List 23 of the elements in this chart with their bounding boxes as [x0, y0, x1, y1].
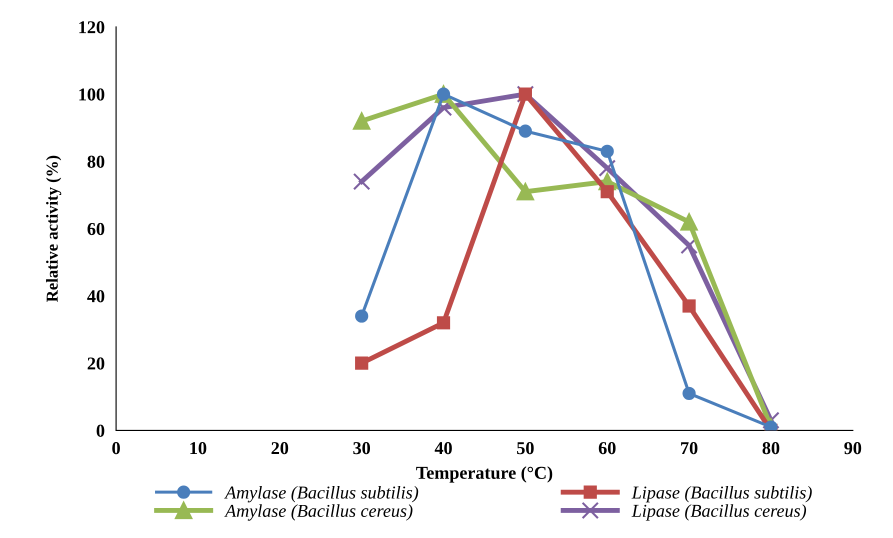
legend-label: Amylase (Bacillus subtilis) — [224, 486, 418, 502]
y-tick-label: 80 — [88, 156, 104, 168]
y-tick-label: 40 — [87, 290, 104, 302]
y-tick-label: 60 — [88, 222, 104, 236]
x-tick-label: 90 — [844, 442, 862, 454]
x-tick-label: 20 — [272, 442, 288, 454]
x-tick-label: 70 — [681, 442, 698, 454]
x-tick-label: 40 — [434, 442, 452, 454]
x-tick-label: 50 — [517, 442, 534, 454]
y-tick-label: 100 — [79, 88, 104, 101]
y-tick-label: 120 — [79, 21, 104, 34]
y-tick-label: 20 — [88, 357, 104, 370]
y-tick-label: 0 — [96, 424, 104, 437]
x-tick-label: 0 — [112, 442, 120, 454]
x-axis-title: Temperature (°C) — [416, 466, 552, 483]
x-tick-label: 30 — [353, 442, 370, 454]
x-tick-label: 60 — [598, 442, 616, 454]
y-axis-title: Relative activity (%) — [46, 156, 62, 302]
legend-label: Lipase (Bacillus cereus) — [632, 504, 806, 521]
x-tick-label: 10 — [190, 442, 206, 454]
legend-label: Amylase (Bacillus cereus) — [224, 504, 412, 521]
x-tick-label: 80 — [762, 442, 780, 454]
legend-label: Lipase (Bacillus subtilis) — [632, 486, 812, 502]
